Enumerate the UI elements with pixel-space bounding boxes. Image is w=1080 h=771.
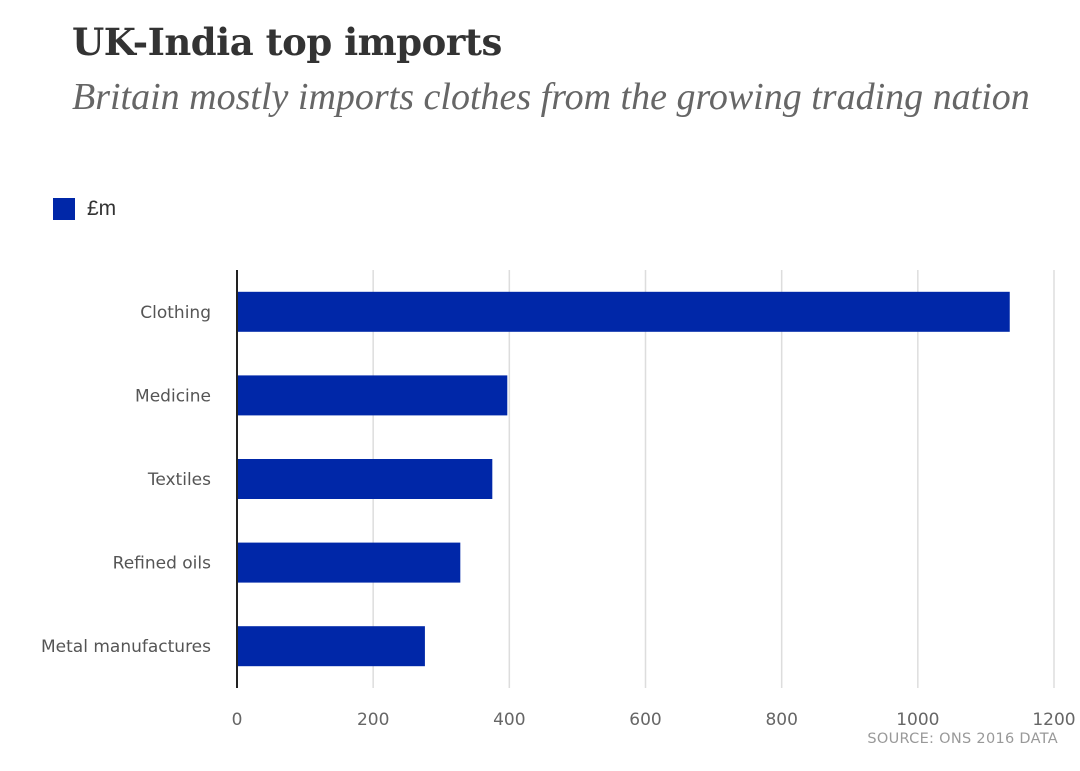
- bar: [237, 626, 425, 667]
- x-tick-label: 1200: [1032, 710, 1075, 730]
- x-tick-label: 1000: [896, 710, 939, 730]
- bar: [237, 375, 508, 416]
- legend: £m: [53, 197, 116, 221]
- x-tick-label: 0: [232, 710, 243, 730]
- x-tick-label: 600: [629, 710, 661, 730]
- bar: [237, 542, 461, 583]
- x-tick-label: 800: [765, 710, 797, 730]
- y-category-label: Medicine: [135, 386, 211, 406]
- x-tick-label: 400: [493, 710, 525, 730]
- bar: [237, 291, 1010, 332]
- y-category-label: Clothing: [140, 303, 211, 323]
- chart-subtitle: Britain mostly imports clothes from the …: [72, 76, 1030, 118]
- chart-title: UK-India top imports: [72, 20, 502, 64]
- y-category-label: Textiles: [147, 470, 211, 490]
- bar: [237, 459, 493, 499]
- y-category-label: Metal manufactures: [41, 637, 211, 657]
- legend-label: £m: [87, 197, 117, 220]
- source-note: SOURCE: ONS 2016 DATA: [867, 731, 1058, 747]
- x-tick-label: 200: [357, 710, 389, 730]
- y-category-label: Refined oils: [113, 554, 211, 574]
- legend-swatch: [53, 198, 75, 220]
